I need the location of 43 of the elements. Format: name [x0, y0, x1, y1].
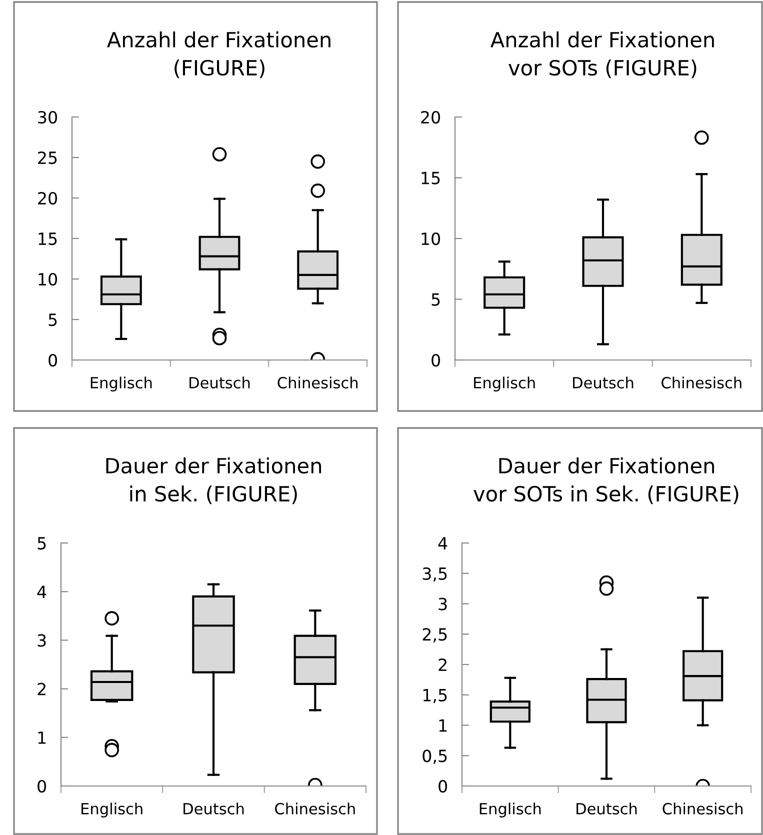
chart-title: Dauer der Fixationen vor SOTs in Sek. (FIGURE) — [474, 457, 738, 504]
y-tick-label: 10 — [38, 272, 58, 286]
y-tick-label: 3 — [38, 634, 46, 647]
x-tick-label: Chinesisch — [275, 802, 355, 814]
y-tick-label: 2 — [438, 658, 446, 671]
x-tick-label: Deutsch — [573, 376, 634, 388]
y-tick-label: 15 — [422, 172, 440, 184]
x-tick-label: Deutsch — [576, 802, 637, 814]
y-tick-label: 20 — [421, 110, 440, 124]
y-tick-label: 1 — [439, 719, 447, 732]
x-tick-label: Chinesisch — [662, 376, 742, 388]
chart-title: Anzahl der Fixationen (FIGURE) — [107, 31, 330, 78]
x-tick-label: Chinesisch — [662, 802, 742, 814]
y-tick-label: 20 — [38, 192, 58, 205]
chart-title: Anzahl der Fixationen vor SOTs (FIGURE) — [490, 31, 714, 78]
y-tick-label: 1,5 — [423, 689, 447, 704]
y-tick-label: 3 — [438, 598, 447, 610]
x-tick-label: Englisch — [82, 802, 142, 818]
x-tick-label: Englisch — [480, 802, 541, 818]
y-tick-label: 3,5 — [422, 567, 447, 582]
x-tick-label: Deutsch — [190, 376, 250, 388]
y-tick-label: 5 — [38, 537, 46, 550]
y-tick-label: 0 — [48, 354, 58, 367]
x-tick-label: Chinesisch — [278, 376, 358, 388]
y-tick-label: 0,5 — [422, 750, 447, 764]
x-tick-label: Deutsch — [184, 802, 244, 814]
x-tick-label: Englisch — [474, 376, 535, 392]
y-tick-label: 25 — [38, 151, 57, 164]
y-tick-label: 2 — [38, 682, 46, 696]
x-tick-label: Englisch — [90, 376, 152, 392]
y-tick-label: 4 — [438, 537, 448, 550]
y-tick-label: 5 — [432, 293, 440, 306]
y-tick-label: 10 — [422, 232, 440, 246]
y-tick-label: 5 — [48, 314, 57, 326]
y-tick-label: 15 — [38, 232, 57, 246]
y-tick-label: 1 — [38, 732, 46, 744]
y-tick-label: 30 — [38, 110, 58, 124]
chart-title: Dauer der Fixationen in Sek. (FIGURE) — [106, 457, 321, 504]
y-tick-label: 2,5 — [422, 628, 447, 642]
y-tick-label: 0 — [438, 780, 448, 793]
y-tick-label: 4 — [37, 586, 46, 598]
y-tick-label: 0 — [38, 780, 46, 793]
y-tick-label: 0 — [432, 354, 440, 367]
